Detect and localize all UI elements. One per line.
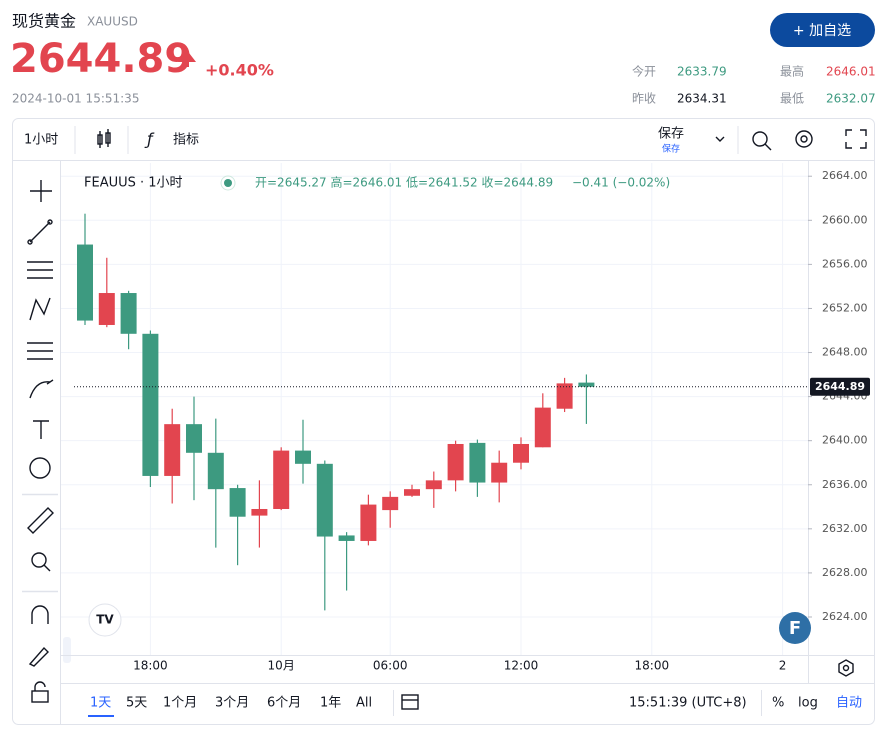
last-price-label: 2644.89 [815,380,865,393]
auto-toggle[interactable]: 自动 [836,696,862,711]
last-price-box [810,377,870,396]
save-dropdown[interactable] [715,136,725,142]
stat-value: 2634.31 [677,92,727,106]
x-tick-label: 18:00 [133,659,168,673]
candle-body [164,424,181,476]
percent-toggle[interactable]: % [772,696,784,711]
candle-type-icon[interactable] [97,129,111,148]
stat-value: 2632.07 [826,92,876,106]
drawing-tools[interactable] [22,180,58,703]
x-tick-label: 12:00 [504,659,539,673]
tv-logo [88,603,122,637]
stat-label: 今开 [632,64,656,79]
candle-body [77,244,93,321]
x-tick-label: 18:00 [635,659,670,673]
candle-body [404,489,420,496]
stat-label: 最高 [780,64,804,79]
alert-icon[interactable] [752,131,772,151]
y-tick-label: 2640.00 [822,434,868,447]
market-status-ring [220,175,236,191]
clock: 15:51:39 (UTC+8) [629,696,747,711]
range-button[interactable]: 5天 [126,696,147,711]
date-range-icon[interactable] [401,694,419,710]
x-tick-label: 2 [779,659,787,673]
interval-button[interactable]: 1小时 [24,133,58,148]
candle-body [578,382,595,387]
y-tick-label: 2624.00 [822,610,868,623]
plot [61,163,808,655]
indicators-button[interactable]: 指标 [173,133,199,148]
range-button[interactable]: All [356,696,372,711]
x-tick-label: 06:00 [373,659,408,673]
fx-icon[interactable]: ƒ [144,130,155,149]
candle-body [556,383,573,409]
save-status: 保存 [662,143,680,155]
price-change: +0.40% [205,61,274,80]
y-tick-label: 2636.00 [822,478,868,491]
instrument-name: 现货黄金 [12,12,76,31]
candle-body [316,463,333,537]
tv-logo-mark: TV [96,613,114,627]
market-status-dot [224,179,232,187]
legend-ohlc: 开=2645.27 高=2646.01 低=2641.52 收=2644.89 [255,175,553,190]
stat-value: 2646.01 [826,65,876,79]
range-button[interactable]: 6个月 [267,696,301,711]
stat-label: 最低 [780,92,804,106]
stat-value: 2633.79 [677,65,727,79]
datetime: 2024-10-01 15:51:35 [12,92,139,106]
x-tick-label: 10月 [268,659,295,673]
candle-body [229,488,246,517]
log-toggle[interactable]: log [798,696,818,711]
f-logo-mark: F [789,618,801,639]
candle-body [360,504,377,541]
add-watchlist-label[interactable]: + 加自选 [793,23,851,39]
candle-body [469,442,486,483]
add-watchlist-button[interactable] [770,13,875,47]
candle-body [207,452,224,490]
range-button[interactable]: 3个月 [215,696,249,711]
candle-body [120,293,137,334]
candle-body [447,443,464,481]
y-tick-label: 2628.00 [822,566,868,579]
y-tick-label: 2660.00 [822,213,868,226]
candle-body [513,443,529,463]
instrument-symbol: XAUUSD [87,15,138,29]
candle-body [186,424,202,453]
price: 2644.89 [10,36,192,82]
candle-body [295,450,311,464]
candle-body [251,508,268,516]
y-tick-label: 2656.00 [822,257,868,270]
candle-body [534,407,551,448]
y-tick-label: 2648.00 [822,346,868,359]
y-tick-label: 2632.00 [822,522,868,535]
axis-settings-icon[interactable] [838,659,854,677]
candle-body [273,450,290,509]
candle-body [98,293,115,325]
candle-body [425,480,442,490]
stat-label: 昨收 [632,92,656,106]
legend-title: FEAUUS · 1小时 [84,176,183,191]
y-tick-label: 2652.00 [822,301,868,314]
save-button[interactable]: 保存 [658,127,684,142]
candle-body [491,462,508,483]
f-logo [779,612,811,644]
chart-widget [12,118,875,725]
candle-body [142,333,159,476]
up-arrow [177,50,197,67]
legend-change: −0.41 (−0.02%) [572,176,670,190]
candle-body [338,535,355,541]
range-button[interactable]: 1年 [320,696,341,711]
range-button[interactable]: 1个月 [163,696,197,711]
candle-body [382,496,399,511]
y-tick-label: 2664.00 [822,169,868,182]
sidebar-toggle[interactable] [63,637,71,663]
fullscreen-icon[interactable] [845,129,867,149]
settings-icon[interactable] [795,130,813,148]
range-button[interactable]: 1天 [90,696,111,711]
